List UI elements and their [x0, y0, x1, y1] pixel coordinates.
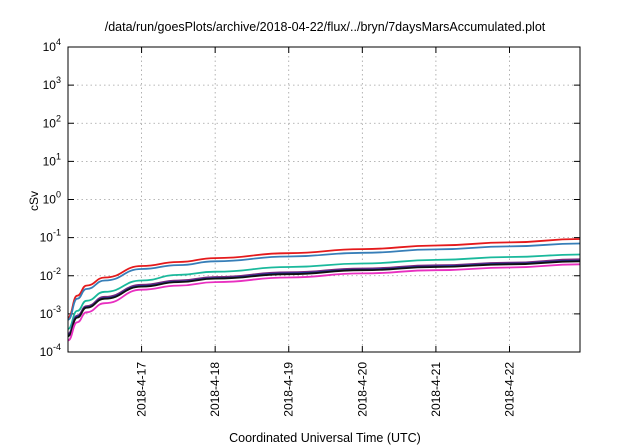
series-line-1: [67, 238, 581, 319]
y-tick-label: 104: [43, 37, 61, 54]
x-tick-label: 2018-4-22: [502, 362, 516, 417]
grid: [68, 47, 580, 352]
series-line-7: [67, 263, 581, 342]
chart-title: /data/run/goesPlots/archive/2018-04-22/f…: [105, 20, 546, 34]
axis-ticks: 10-4 10-3 10-2 10-1 100 101 102 103 104 2018-4-17…: [40, 37, 580, 417]
x-tick-label: 2018-4-18: [208, 362, 222, 417]
x-axis-label: Coordinated Universal Time (UTC): [229, 431, 421, 445]
y-tick-label: 10-2: [40, 266, 61, 283]
series-line-3: [67, 253, 581, 330]
series-lines: [67, 238, 581, 342]
y-tick-label: 10-1: [40, 228, 61, 245]
x-tick-label: 2018-4-21: [429, 362, 443, 417]
x-tick-label: 2018-4-20: [355, 362, 369, 417]
series-line-6: [67, 260, 581, 338]
y-tick-label: 10-3: [40, 304, 61, 321]
y-axis-label: cSv: [27, 191, 41, 211]
y-tick-label: 103: [43, 75, 61, 92]
y-tick-label: 10-4: [40, 342, 61, 359]
series-line-4: [67, 258, 581, 335]
series-line-2: [67, 242, 581, 321]
y-tick-label: 100: [43, 190, 61, 207]
plot-area-border: [67, 46, 581, 353]
y-tick-label: 102: [43, 113, 61, 130]
x-tick-label: 2018-4-17: [135, 362, 149, 417]
x-tick-label: 2018-4-19: [282, 362, 296, 417]
y-tick-label: 101: [43, 151, 61, 168]
